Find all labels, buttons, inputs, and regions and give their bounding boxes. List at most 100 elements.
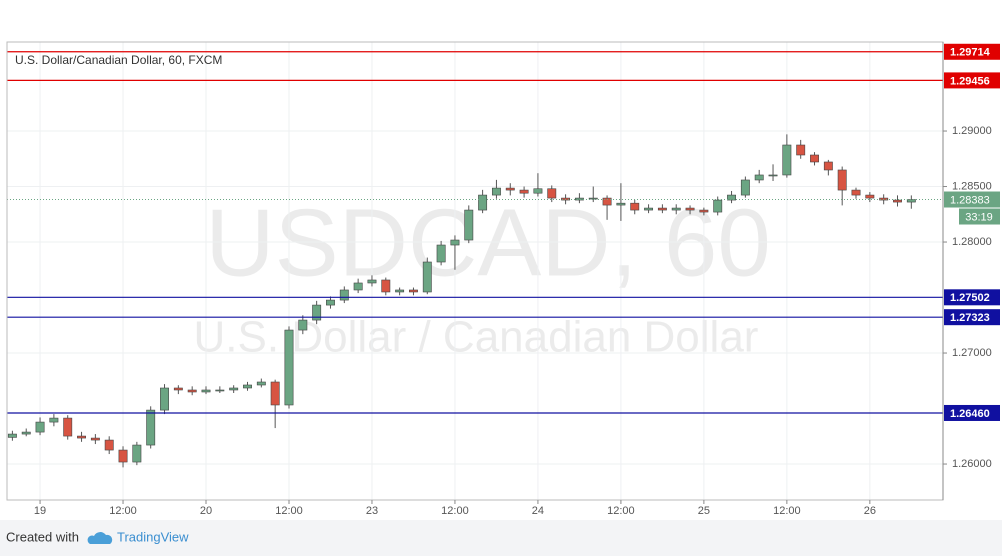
candle-body <box>49 417 59 423</box>
candle-body <box>339 289 349 301</box>
candle-body <box>602 197 612 206</box>
candle-body <box>409 289 418 293</box>
candles <box>7 134 916 468</box>
levels <box>7 51 943 414</box>
candle-body <box>491 187 501 196</box>
candle-body <box>671 207 681 211</box>
countdown-box <box>959 208 1000 225</box>
candle-body <box>381 279 391 293</box>
candle-body <box>422 261 432 293</box>
candle-body <box>810 154 819 163</box>
header: U.S. Dollar/Canadian Dollar, 60, FXCM <box>15 53 222 67</box>
candle-body <box>768 174 778 177</box>
x-tick-label: 25 <box>698 505 710 517</box>
level-label-box <box>944 309 1000 326</box>
candle-body <box>713 199 723 213</box>
last-price-label: 1.28383 <box>950 194 990 206</box>
candle-body <box>118 449 128 463</box>
x-tick-label: 19 <box>34 505 46 517</box>
candle-body <box>243 384 252 389</box>
candle-body <box>270 381 280 406</box>
candle-body <box>229 387 239 391</box>
candle-body <box>685 207 695 211</box>
x-tick-label: 23 <box>366 505 378 517</box>
level-label-box <box>944 404 1000 421</box>
candle-body <box>173 387 183 391</box>
x-tick-label: 12:00 <box>109 505 137 517</box>
candle-body <box>630 202 640 211</box>
candle-body <box>215 389 225 392</box>
level-label-box <box>944 72 1000 89</box>
level-label: 1.29456 <box>950 75 990 87</box>
candle-body <box>644 207 654 211</box>
x-tick-label: 24 <box>532 505 544 517</box>
candle-body <box>395 289 405 293</box>
candle-body <box>519 189 529 194</box>
x-tick-label: 12:00 <box>441 505 469 517</box>
candle-body <box>588 197 598 200</box>
last-price-box <box>944 191 1000 208</box>
candle-body <box>187 389 197 393</box>
candle-body <box>132 444 142 463</box>
candle-body <box>727 194 736 201</box>
watermark: USDCAD, 60 <box>205 189 771 296</box>
candle-body <box>851 189 861 196</box>
candle-body <box>505 187 515 191</box>
candle-body <box>160 387 169 411</box>
candle-body <box>35 421 45 433</box>
level-label: 1.27323 <box>950 312 990 324</box>
candle-body <box>657 207 667 211</box>
level-label-box <box>944 289 1000 306</box>
level-label: 1.27502 <box>950 292 990 304</box>
candle-body <box>201 389 211 393</box>
candle-body <box>823 161 833 171</box>
x-tick-label: 26 <box>864 505 876 517</box>
candle-body <box>699 209 709 213</box>
footer-bar <box>0 520 1002 556</box>
candle-body <box>533 188 543 194</box>
tradingview-logo[interactable] <box>87 532 113 544</box>
candle-body <box>436 244 446 263</box>
candle-body <box>7 433 17 438</box>
candle-body <box>478 194 488 211</box>
candle-body <box>547 188 557 199</box>
y-tick-label: 1.26000 <box>952 458 992 470</box>
candle-body <box>796 144 806 156</box>
level-label-box <box>944 43 1000 60</box>
candle-body <box>865 194 875 199</box>
candle-body <box>353 282 363 291</box>
y-tick-label: 1.28000 <box>952 236 992 248</box>
candle-body <box>464 209 474 241</box>
candle-body <box>906 199 916 203</box>
candle-body <box>574 197 584 201</box>
candle-body <box>367 279 377 284</box>
x-tick-label: 20 <box>200 505 212 517</box>
level-label: 1.26460 <box>950 408 990 420</box>
level-label: 1.29714 <box>950 47 991 59</box>
grid <box>7 42 943 500</box>
candle-body <box>326 299 335 306</box>
candle-body <box>754 174 764 181</box>
candle-body <box>21 431 31 435</box>
candle-body <box>63 417 73 437</box>
candle-body <box>782 144 792 176</box>
candle-body <box>837 169 847 191</box>
candle-body <box>616 202 626 206</box>
candle-body <box>77 435 86 439</box>
candle-body <box>104 439 114 451</box>
candle-body <box>90 437 100 441</box>
candle-body <box>740 179 750 196</box>
candle-body <box>146 409 156 446</box>
candle-body <box>284 329 294 406</box>
candle-body <box>256 381 266 386</box>
watermark-subtitle: U.S. Dollar / Canadian Dollar <box>194 313 759 362</box>
footer-brand[interactable]: TradingView <box>117 529 189 544</box>
countdown: 33:19 <box>965 211 993 223</box>
y-tick-label: 1.27000 <box>952 347 992 359</box>
y-tick-label: 1.29000 <box>952 125 992 137</box>
candle-body <box>312 304 322 321</box>
footer-text: Created with <box>6 529 79 544</box>
candle-body <box>450 239 460 246</box>
